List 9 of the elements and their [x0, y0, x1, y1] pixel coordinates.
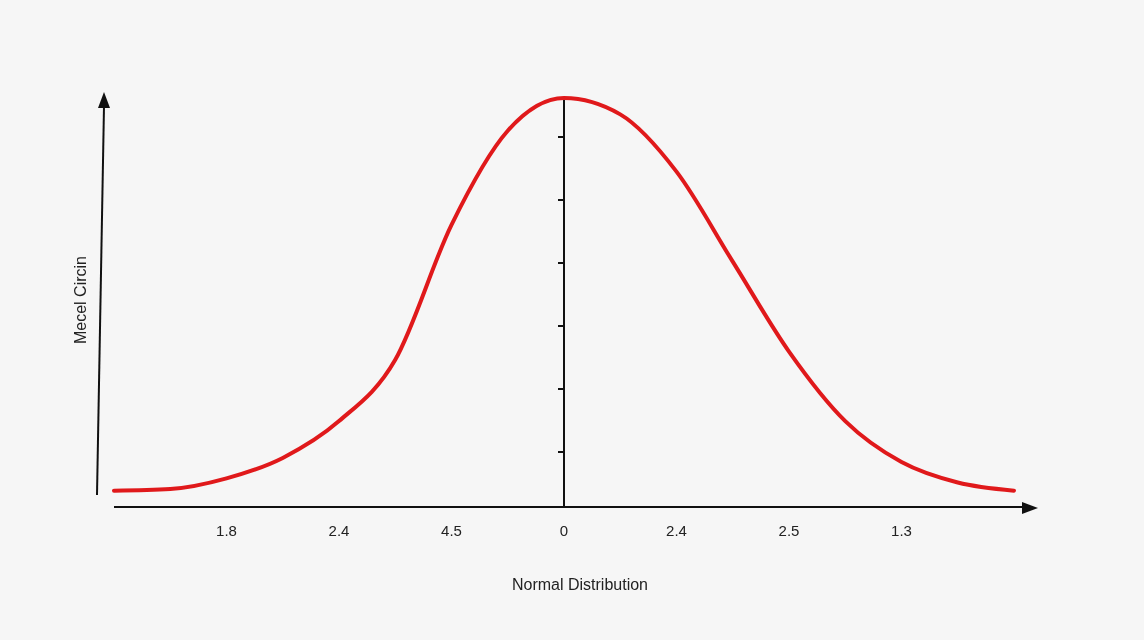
x-tick-label: 2.4	[328, 522, 350, 539]
x-tick-label: 0	[559, 522, 569, 539]
x-axis-title: Normal Distribution	[511, 576, 649, 593]
x-tick-label: 2.5	[778, 522, 800, 539]
x-tick-label: 1.8	[216, 522, 237, 539]
x-tick-label: 4.5	[441, 522, 462, 539]
x-tick-label: 1.3	[891, 522, 912, 539]
x-tick-label: 2.4	[666, 522, 687, 539]
y-axis-title: Mecel Circin	[72, 255, 89, 345]
